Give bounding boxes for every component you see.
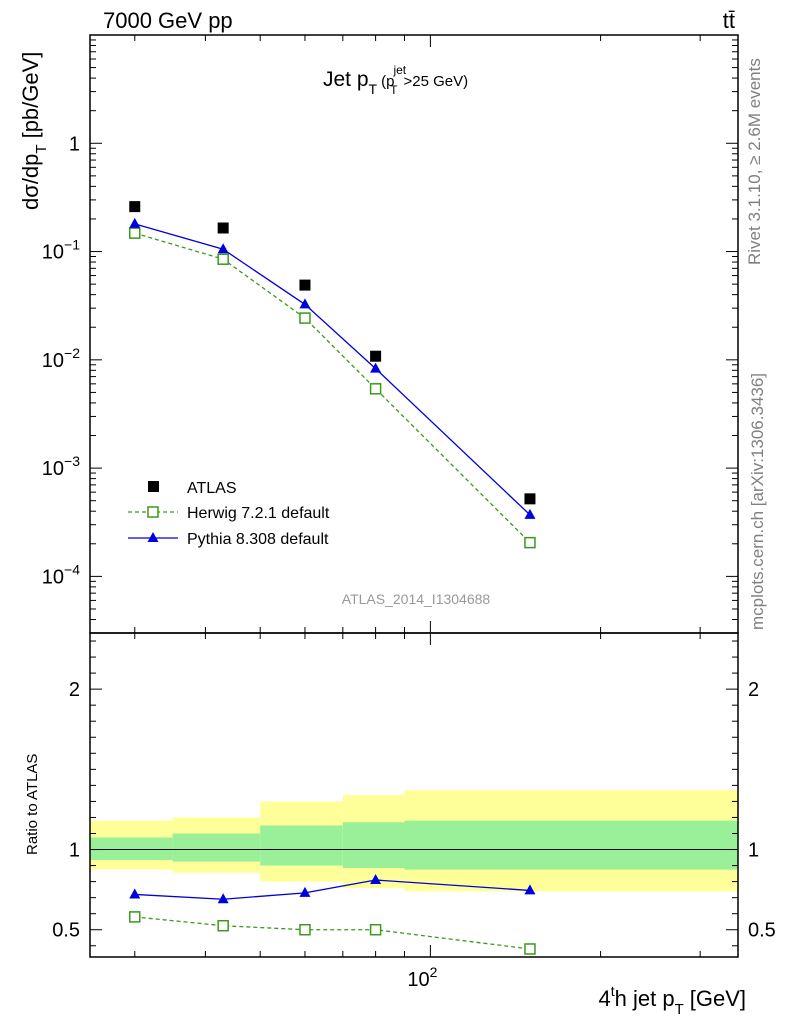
ratio-y-tick-label-right: 1	[748, 840, 759, 862]
ratio-y-tick-label-left: 1	[69, 840, 80, 862]
herwig-point	[299, 312, 311, 324]
ratio-y-tick-label-right: 2	[748, 679, 759, 701]
process-label: tt̄	[723, 8, 735, 33]
title-cut-subscript: T	[390, 83, 398, 97]
main-panel: 110−110−210−310−4 Jet pT (pjet T >25 GeV) d…	[18, 34, 739, 634]
legend-pythia-label: Pythia 8.308 default	[187, 531, 329, 548]
ratio-herwig-point	[369, 923, 382, 936]
title-main: Jet p	[323, 68, 369, 91]
ratio-herwig-point	[299, 923, 311, 936]
pythia-point	[524, 508, 536, 519]
ylabel-main: dσ/dp	[18, 154, 43, 210]
ratio-y-tick-label-right: 0.5	[748, 920, 776, 942]
analysis-id-label: ATLAS_2014_I1304688	[342, 591, 491, 607]
ratio-series-group	[129, 874, 536, 955]
ratio-herwig-point	[524, 943, 536, 955]
legend-atlas-marker	[148, 481, 159, 492]
ratio-y-tick-label-left: 2	[69, 679, 80, 701]
main-series-group	[129, 201, 536, 549]
ratio-herwig-point	[217, 919, 229, 932]
band-inner	[404, 820, 738, 870]
chart-title: Jet pT (pjet T >25 GeV)	[323, 63, 468, 97]
main-y-axis-label: dσ/dpT [pb/GeV]	[18, 52, 50, 210]
ratio-pythia-point	[129, 888, 141, 899]
xlabel-superscript: t	[611, 983, 615, 999]
atlas-point	[370, 350, 382, 362]
pythia-point	[370, 362, 382, 373]
title-cut-tail: >25 GeV)	[403, 73, 468, 90]
mcplots-label: mcplots.cern.ch [arXiv:1306.3436]	[748, 373, 767, 630]
xlabel-subscript: T	[675, 1001, 684, 1018]
y-tick-label: 10−2	[42, 345, 80, 372]
ratio-pythia-point	[370, 874, 382, 885]
herwig-point	[217, 253, 229, 265]
atlas-point	[217, 222, 229, 234]
ratio-y-tick-label-left: 0.5	[52, 920, 80, 942]
band-inner	[260, 825, 343, 866]
ratio-axis-ticks: 0.5 0.5 1 1 2 2 102	[52, 633, 776, 991]
herwig-point	[369, 383, 382, 395]
ratio-panel-frame	[89, 632, 739, 958]
pythia-point	[299, 298, 311, 309]
herwig-point	[129, 227, 141, 239]
legend-herwig-label: Herwig 7.2.1 default	[187, 505, 330, 522]
legend-atlas-label: ATLAS	[187, 480, 237, 497]
band-inner	[172, 833, 261, 862]
ratio-pythia-point	[299, 886, 311, 897]
y-tick-label: 10−1	[42, 237, 80, 264]
y-tick-label: 1	[69, 133, 80, 155]
ratio-uncertainty-bands	[90, 790, 738, 892]
atlas-point	[299, 279, 311, 291]
xlabel-middle: h jet p	[615, 986, 675, 1011]
herwig-point	[524, 536, 536, 549]
pythia-point	[217, 243, 229, 254]
ratio-panel: 0.5 0.5 1 1 2 2 102 Ratio to ATLAS 4th jet pT […	[24, 632, 776, 1018]
ratio-pythia-point	[217, 893, 229, 904]
pythia-line	[134, 223, 531, 516]
rivet-version-label: Rivet 3.1.10, ≥ 2.6M events	[745, 58, 764, 265]
title-subscript: T	[369, 81, 378, 97]
legend-pythia-marker	[147, 532, 159, 542]
band-inner	[90, 837, 173, 860]
xlabel-prefix: 4	[599, 986, 611, 1011]
ratio-herwig-line	[134, 916, 531, 950]
ylabel-subscript: T	[33, 144, 50, 153]
ratio-series-clipped	[129, 874, 536, 955]
ylabel-unit: [pb/GeV]	[18, 52, 43, 139]
ratio-pythia-point	[524, 884, 536, 895]
ratio-herwig-point	[129, 911, 141, 923]
band-inner	[342, 822, 405, 868]
x-axis-label: 4th jet pT [GeV]	[599, 983, 747, 1018]
atlas-point	[524, 493, 536, 505]
atlas-point	[129, 201, 141, 213]
legend: ATLAS Herwig 7.2.1 default Pythia 8.308 …	[128, 480, 330, 548]
pythia-point	[129, 217, 141, 228]
title-cut-superscript: jet	[392, 63, 406, 77]
y-tick-label: 10−4	[42, 561, 80, 588]
main-axis-ticks: 1 10−1 10−2 10−3 10−4	[42, 34, 738, 634]
legend-herwig-marker	[147, 506, 159, 518]
x-tick-label: 102	[407, 964, 437, 991]
y-tick-label: 10−3	[42, 453, 80, 480]
energy-label: 7000 GeV pp	[103, 8, 233, 33]
ratio-y-axis-label: Ratio to ATLAS	[24, 754, 41, 855]
xlabel-unit: [GeV]	[690, 986, 746, 1011]
